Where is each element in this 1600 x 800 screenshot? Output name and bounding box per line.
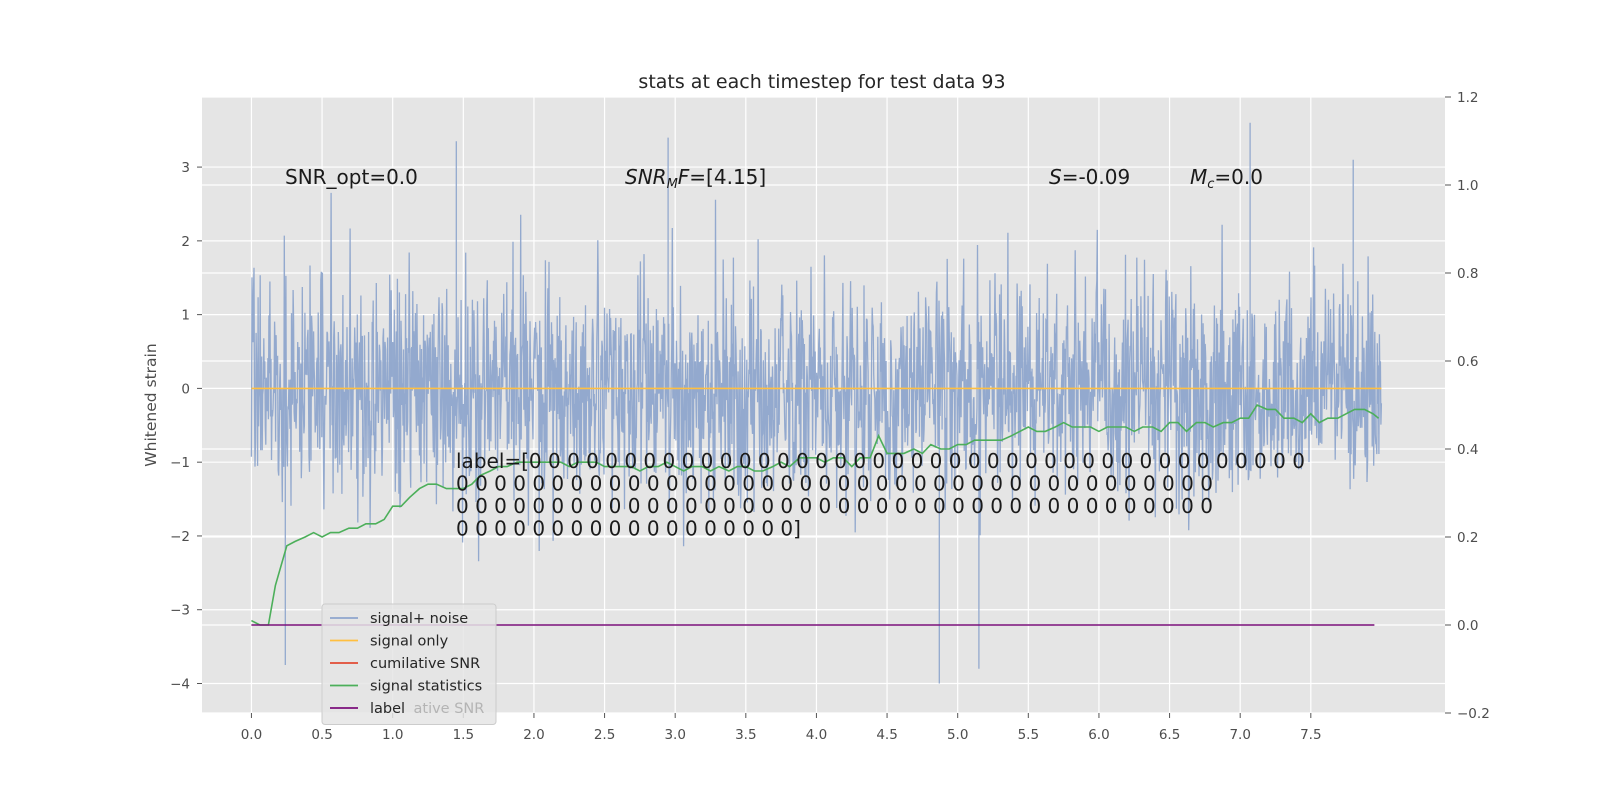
signal-noise-series (250, 122, 1383, 684)
chart-title: stats at each timestep for test data 93 (638, 71, 1005, 93)
x-tick-label: 0.5 (311, 727, 332, 743)
y-tick-label: −1 (170, 455, 190, 471)
annot-mc: Mc=0.0 (1190, 165, 1263, 192)
annot-s-prefix: S (1049, 165, 1062, 189)
annotations: SNR_opt=0.0 SNRMF=[4.15] S=-0.09 Mc=0.0 … (285, 165, 1305, 541)
y-tick-label: 2 (181, 234, 190, 250)
signal-noise-line (250, 122, 1383, 684)
annot-mc-suffix: =0.0 (1214, 165, 1263, 189)
y-tick-label: 0 (181, 381, 190, 397)
x-tick-label: 0.0 (241, 727, 262, 743)
x-tick-label: 3.5 (735, 727, 756, 743)
legend-label: signal statistics (370, 679, 482, 695)
x-tick-label: 7.0 (1229, 727, 1250, 743)
annot-snr-mf-suffix: =[4.15] (689, 165, 766, 189)
x-tick-label: 4.5 (876, 727, 897, 743)
series-signal-statistics-line (251, 403, 1380, 626)
y2-tick-label: 0.8 (1457, 266, 1478, 282)
legend-label: signal+ noise (370, 611, 468, 627)
x-tick-label: 6.5 (1159, 727, 1180, 743)
y-tick-label: −3 (170, 603, 190, 619)
legend: signal+ noise signal only cumilative SNR si… (321, 603, 497, 725)
annot-snr-mf-sub: M (667, 177, 678, 192)
y2-tick-label: 0.2 (1457, 530, 1478, 546)
y2-tick-label: 1.0 (1457, 178, 1478, 194)
legend-box (321, 603, 497, 725)
annot-s-suffix: =-0.09 (1062, 165, 1131, 189)
x-tick-label: 7.5 (1300, 727, 1321, 743)
y-tick-label: −2 (170, 529, 190, 545)
y-axis-label: Whitened strain (142, 343, 160, 466)
annot-snr-mf: SNRMF=[4.15] (625, 165, 766, 192)
y2-tick-label: 0.0 (1457, 618, 1478, 634)
annot-label-line: label=[0 0 0 0 0 0 0 0 0 0 0 0 0 0 0 0 0… (456, 449, 1305, 473)
x-tick-label: 5.0 (947, 727, 968, 743)
x-tick-label: 1.0 (382, 727, 403, 743)
x-tick-label: 5.5 (1018, 727, 1039, 743)
legend-label: signal only (370, 634, 449, 650)
annot-label-line: 0 0 0 0 0 0 0 0 0 0 0 0 0 0 0 0 0 0 0 0 … (456, 494, 1213, 518)
x-tick-label: 3.0 (664, 727, 685, 743)
axes: 0.0 0.5 1.0 1.5 2.0 2.5 3.0 3.5 4.0 4.5 5.0 5.5 6.0 6… (170, 90, 1490, 743)
y2-tick-label: 0.6 (1457, 354, 1478, 370)
x-tick-label: 6.0 (1088, 727, 1109, 743)
annot-snr-opt: SNR_opt=0.0 (285, 165, 418, 189)
legend-ghost-label: ative SNR (414, 701, 485, 717)
y2-tick-label: 1.2 (1457, 90, 1478, 106)
legend-label: label (370, 701, 405, 717)
y-tick-label: −4 (170, 676, 190, 692)
annot-snr-mf-suffix-f: F (678, 165, 690, 189)
annot-mc-prefix: M (1190, 165, 1207, 189)
y-tick-label: 3 (181, 160, 190, 176)
x-tick-label: 4.0 (806, 727, 827, 743)
annot-s: S=-0.09 (1049, 165, 1130, 189)
annot-label-array: label=[0 0 0 0 0 0 0 0 0 0 0 0 0 0 0 0 0… (456, 449, 1305, 541)
annot-mc-sub: c (1207, 177, 1214, 192)
x-tick-label: 2.5 (594, 727, 615, 743)
x-tick-label: 2.0 (523, 727, 544, 743)
legend-label: cumilative SNR (370, 656, 480, 672)
annot-label-line: 0 0 0 0 0 0 0 0 0 0 0 0 0 0 0 0 0 0] (456, 517, 801, 541)
y2-tick-label: −0.2 (1457, 706, 1490, 722)
x-tick-label: 1.5 (453, 727, 474, 743)
annot-label-line: 0 0 0 0 0 0 0 0 0 0 0 0 0 0 0 0 0 0 0 0 … (456, 472, 1213, 496)
y2-tick-label: 0.4 (1457, 442, 1478, 458)
annot-snr-mf-prefix: SNR (625, 165, 667, 189)
y-tick-label: 1 (181, 308, 190, 324)
